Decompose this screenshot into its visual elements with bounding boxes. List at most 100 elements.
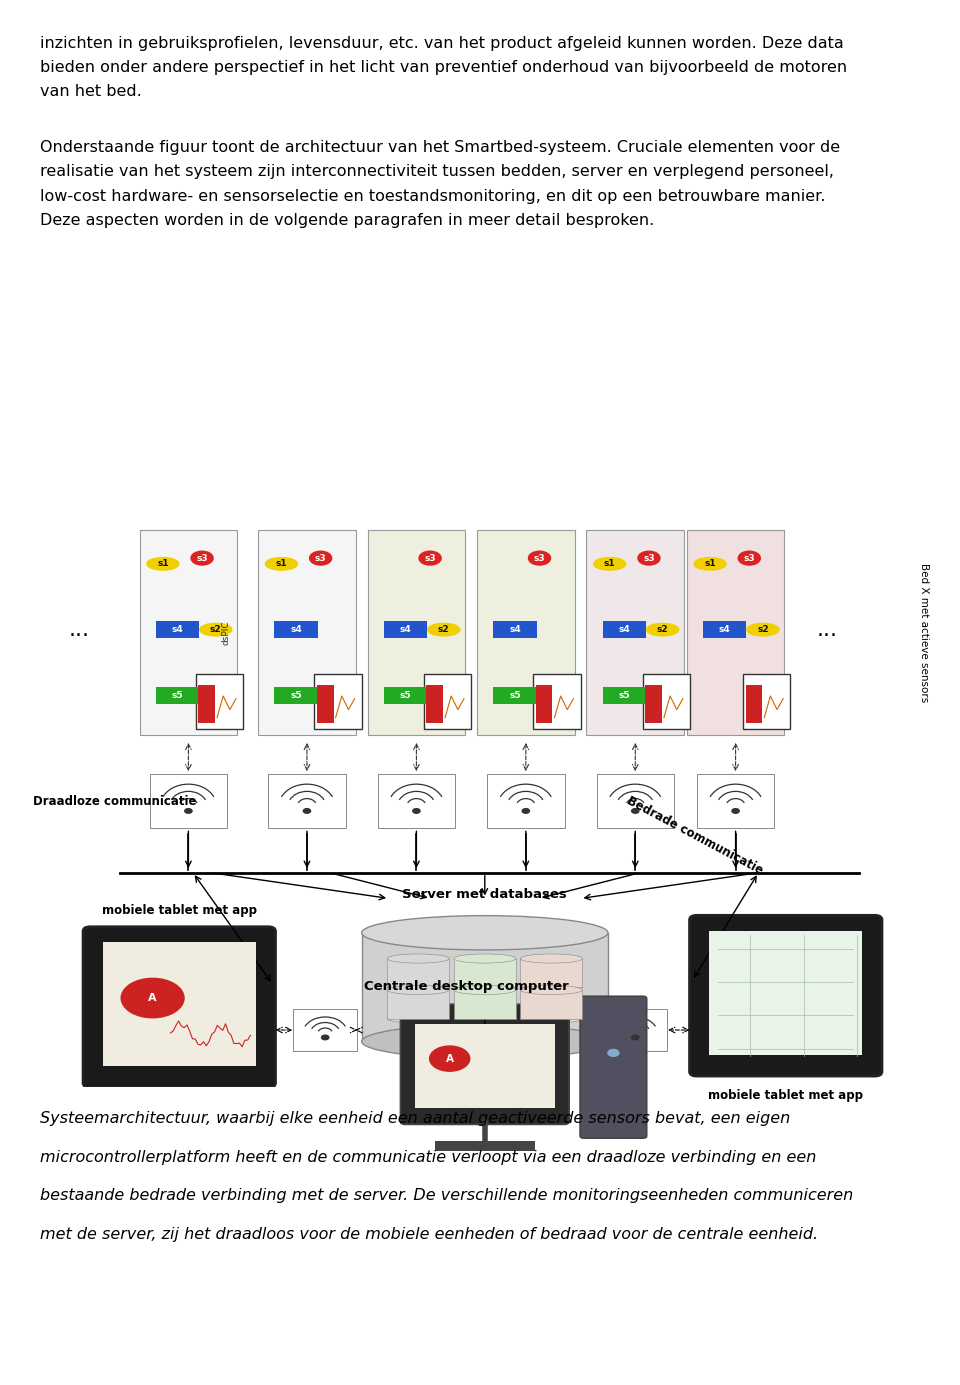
- FancyBboxPatch shape: [709, 931, 862, 1055]
- Ellipse shape: [428, 623, 460, 636]
- Ellipse shape: [387, 985, 449, 994]
- FancyBboxPatch shape: [150, 774, 228, 828]
- FancyBboxPatch shape: [743, 674, 790, 729]
- FancyBboxPatch shape: [520, 990, 583, 1018]
- Ellipse shape: [520, 954, 583, 963]
- FancyBboxPatch shape: [84, 927, 276, 1087]
- Circle shape: [420, 551, 441, 565]
- Text: s5: s5: [618, 691, 630, 699]
- FancyBboxPatch shape: [596, 774, 674, 828]
- FancyBboxPatch shape: [587, 529, 684, 735]
- Circle shape: [632, 1035, 639, 1040]
- FancyBboxPatch shape: [580, 996, 647, 1138]
- Text: s4: s4: [618, 625, 630, 634]
- FancyBboxPatch shape: [387, 990, 449, 1018]
- FancyBboxPatch shape: [520, 958, 583, 988]
- Text: dsPIC: dsPIC: [222, 620, 230, 645]
- Text: s3: s3: [196, 554, 208, 562]
- Text: inzichten in gebruiksprofielen, levensduur, etc. van het product afgeleid kunnen: inzichten in gebruiksprofielen, levensdu…: [40, 36, 844, 51]
- Text: Bedrade communicatie: Bedrade communicatie: [624, 794, 765, 877]
- Text: mobiele tablet met app: mobiele tablet met app: [708, 1089, 863, 1101]
- Text: low-cost hardware- en sensorselectie en toestandsmonitoring, en dit op een betro: low-cost hardware- en sensorselectie en …: [40, 188, 826, 204]
- Ellipse shape: [362, 915, 608, 950]
- FancyBboxPatch shape: [199, 684, 215, 723]
- FancyBboxPatch shape: [362, 932, 608, 1042]
- Ellipse shape: [724, 1048, 812, 1071]
- FancyBboxPatch shape: [415, 1025, 555, 1108]
- FancyBboxPatch shape: [454, 958, 516, 988]
- Text: s4: s4: [290, 625, 301, 634]
- Text: s4: s4: [509, 625, 520, 634]
- Text: s4: s4: [399, 625, 411, 634]
- FancyBboxPatch shape: [493, 620, 537, 638]
- Text: Onderstaande figuur toont de architectuur van het Smartbed-systeem. Cruciale ele: Onderstaande figuur toont de architectuu…: [40, 140, 840, 155]
- Circle shape: [184, 809, 192, 813]
- FancyBboxPatch shape: [603, 620, 646, 638]
- FancyBboxPatch shape: [689, 915, 882, 1076]
- FancyBboxPatch shape: [642, 674, 690, 729]
- FancyBboxPatch shape: [487, 774, 564, 828]
- Circle shape: [430, 1046, 469, 1071]
- Text: s3: s3: [743, 554, 756, 562]
- FancyBboxPatch shape: [258, 529, 356, 735]
- Ellipse shape: [454, 982, 516, 992]
- Ellipse shape: [520, 985, 583, 994]
- FancyBboxPatch shape: [377, 774, 455, 828]
- FancyBboxPatch shape: [103, 942, 255, 1066]
- Ellipse shape: [747, 623, 779, 636]
- Text: Deze aspecten worden in de volgende paragrafen in meer detail besproken.: Deze aspecten worden in de volgende para…: [40, 213, 655, 229]
- FancyBboxPatch shape: [384, 620, 427, 638]
- Circle shape: [608, 1050, 619, 1057]
- Ellipse shape: [387, 982, 449, 992]
- Text: A: A: [148, 993, 156, 1003]
- Ellipse shape: [694, 558, 726, 571]
- FancyBboxPatch shape: [435, 1141, 535, 1151]
- Circle shape: [529, 551, 550, 565]
- FancyBboxPatch shape: [400, 1004, 569, 1125]
- Ellipse shape: [454, 954, 516, 963]
- Text: s5: s5: [399, 691, 411, 699]
- FancyBboxPatch shape: [603, 687, 646, 704]
- Text: Server met databases: Server met databases: [402, 888, 567, 902]
- Text: s1: s1: [705, 560, 716, 568]
- Ellipse shape: [593, 558, 626, 571]
- Text: met de server, zij het draadloos voor de mobiele eenheden of bedraad voor de cen: met de server, zij het draadloos voor de…: [40, 1227, 819, 1242]
- FancyBboxPatch shape: [156, 687, 199, 704]
- Text: s5: s5: [290, 691, 301, 699]
- FancyBboxPatch shape: [703, 620, 746, 638]
- Text: ...: ...: [68, 619, 89, 640]
- FancyBboxPatch shape: [384, 687, 427, 704]
- Text: s4: s4: [172, 625, 183, 634]
- Text: s2: s2: [757, 625, 769, 634]
- Text: mobiele tablet met app: mobiele tablet met app: [102, 904, 256, 917]
- Text: bestaande bedrade verbinding met de server. De verschillende monitoringseenheden: bestaande bedrade verbinding met de serv…: [40, 1188, 853, 1204]
- Text: s3: s3: [315, 554, 326, 562]
- FancyBboxPatch shape: [294, 1008, 357, 1051]
- Text: realisatie van het systeem zijn interconnectiviteit tussen bedden, server en ver: realisatie van het systeem zijn intercon…: [40, 165, 834, 180]
- Ellipse shape: [454, 1014, 516, 1024]
- Text: s5: s5: [172, 691, 183, 699]
- Circle shape: [303, 809, 311, 813]
- FancyBboxPatch shape: [268, 774, 346, 828]
- FancyBboxPatch shape: [746, 684, 762, 723]
- Text: van het bed.: van het bed.: [40, 84, 142, 100]
- Text: ...: ...: [816, 619, 837, 640]
- FancyBboxPatch shape: [686, 529, 784, 735]
- Text: microcontrollerplatform heeft en de communicatie verloopt via een draadloze verb: microcontrollerplatform heeft en de comm…: [40, 1150, 817, 1165]
- Ellipse shape: [265, 558, 298, 571]
- Text: Centrale desktop computer: Centrale desktop computer: [364, 979, 569, 993]
- Circle shape: [121, 978, 184, 1018]
- FancyBboxPatch shape: [317, 684, 333, 723]
- FancyBboxPatch shape: [314, 674, 362, 729]
- Ellipse shape: [387, 954, 449, 963]
- Text: Bed X met actieve sensors: Bed X met actieve sensors: [920, 562, 929, 702]
- Ellipse shape: [362, 1025, 608, 1058]
- Circle shape: [322, 1035, 329, 1040]
- Text: Draadloze communicatie: Draadloze communicatie: [34, 795, 197, 807]
- Text: s2: s2: [657, 625, 668, 634]
- Ellipse shape: [520, 1014, 583, 1024]
- FancyBboxPatch shape: [196, 674, 243, 729]
- Circle shape: [310, 551, 331, 565]
- FancyBboxPatch shape: [604, 1008, 667, 1051]
- FancyBboxPatch shape: [454, 990, 516, 1018]
